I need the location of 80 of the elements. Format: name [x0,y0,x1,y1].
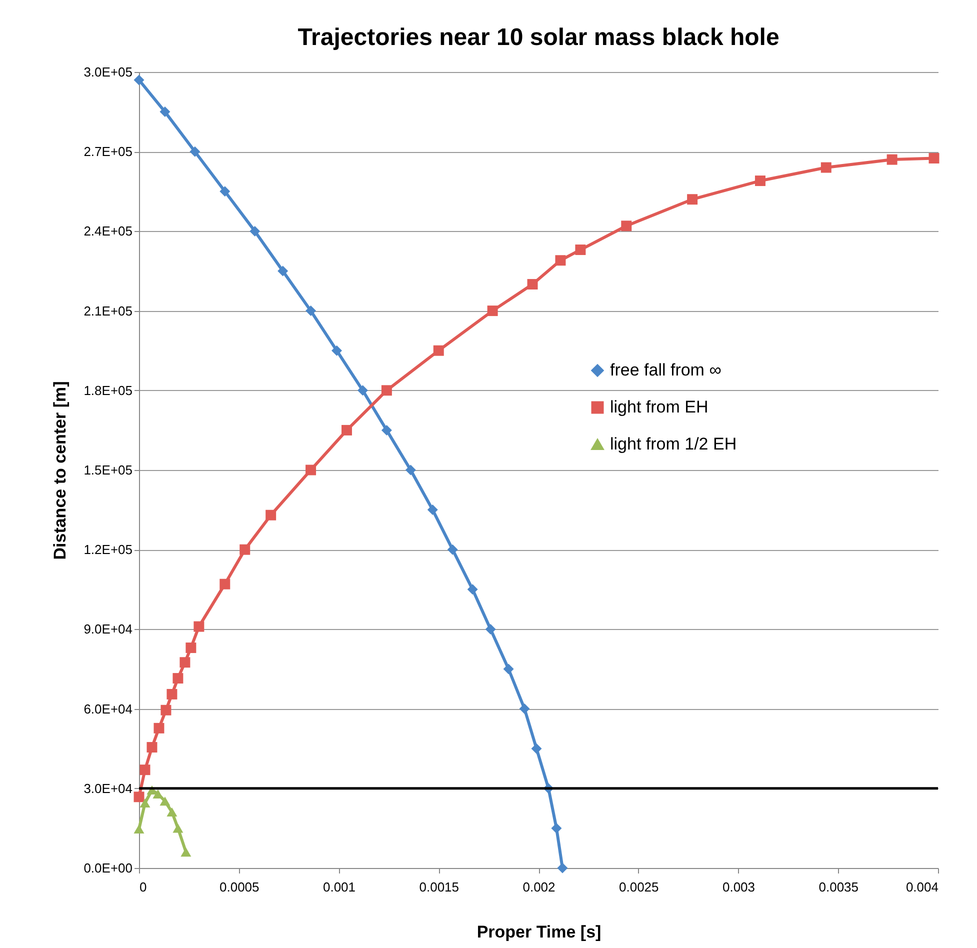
chart-title: Trajectories near 10 solar mass black hole [298,24,780,51]
point [134,792,144,802]
point [220,186,230,197]
point [928,152,940,164]
y-tick-label: 1.5E+05 [84,462,132,478]
legend-label: free fall from ∞ [610,360,722,380]
y-tick-label: 3.0E+04 [84,780,132,796]
point [146,742,158,753]
x-axis-title: Proper Time [s] [476,922,602,942]
y-tick-label: 6.0E+04 [84,701,132,716]
point [531,743,542,754]
point [172,824,184,833]
x-tick-label: 0 [140,880,147,894]
y-tick-label: 2.1E+05 [84,303,132,318]
x-tick-label: 0.004 [906,880,938,894]
point [886,154,898,165]
point [519,704,530,714]
point [160,106,170,118]
y-tick-label: 2.4E+05 [84,224,132,239]
point [186,642,196,654]
point [266,510,276,520]
point [166,688,178,700]
point [154,722,164,734]
point [278,266,288,276]
point [194,621,204,632]
point [447,544,458,555]
point [687,194,698,205]
point [487,306,498,316]
y-tick-label: 3.0E+05 [84,64,132,80]
point [485,624,496,634]
x-tick-label: 0.0025 [618,880,659,894]
point [551,822,562,834]
y-tick-label: 1.8E+05 [84,382,132,398]
point [621,220,632,232]
point [306,306,316,316]
point [240,544,250,555]
point [166,807,178,817]
point [405,464,416,476]
point [190,146,200,157]
point [180,657,190,668]
point [467,584,478,595]
point [160,704,172,716]
point [427,504,438,516]
point [503,664,514,674]
point [433,345,444,356]
point [341,424,352,436]
point [306,464,316,476]
point [140,798,150,808]
point [172,673,184,684]
x-tick-label: 0.001 [322,880,356,894]
point [527,279,538,290]
point [555,255,566,266]
y-tick-label: 0.0E+00 [84,860,132,876]
point [152,789,164,799]
point [381,424,392,436]
point [557,862,568,874]
point [134,74,144,86]
point [357,385,368,396]
y-tick-label: 1.2E+05 [84,542,132,558]
legend-label: light from 1/2 EH [610,434,737,454]
point [134,824,144,834]
legend-label: light from EH [610,398,708,416]
point [575,244,586,256]
x-tick-label: 0.003 [722,880,756,894]
point [332,345,342,356]
x-tick-label: 0.002 [522,880,556,894]
y-tick-label: 9.0E+04 [84,622,132,637]
point [381,385,392,396]
x-tick-label: 0.0005 [219,880,260,894]
point [250,226,260,236]
y-axis-title: Distance to center [m] [50,381,70,560]
y-tick-label: 2.7E+05 [84,144,132,160]
point [820,162,832,173]
point [140,764,150,776]
x-tick-label: 0.0035 [818,880,859,894]
point [220,578,230,590]
point [180,848,192,857]
point [754,176,766,186]
x-tick-label: 0.0015 [419,880,460,894]
point [160,796,170,806]
